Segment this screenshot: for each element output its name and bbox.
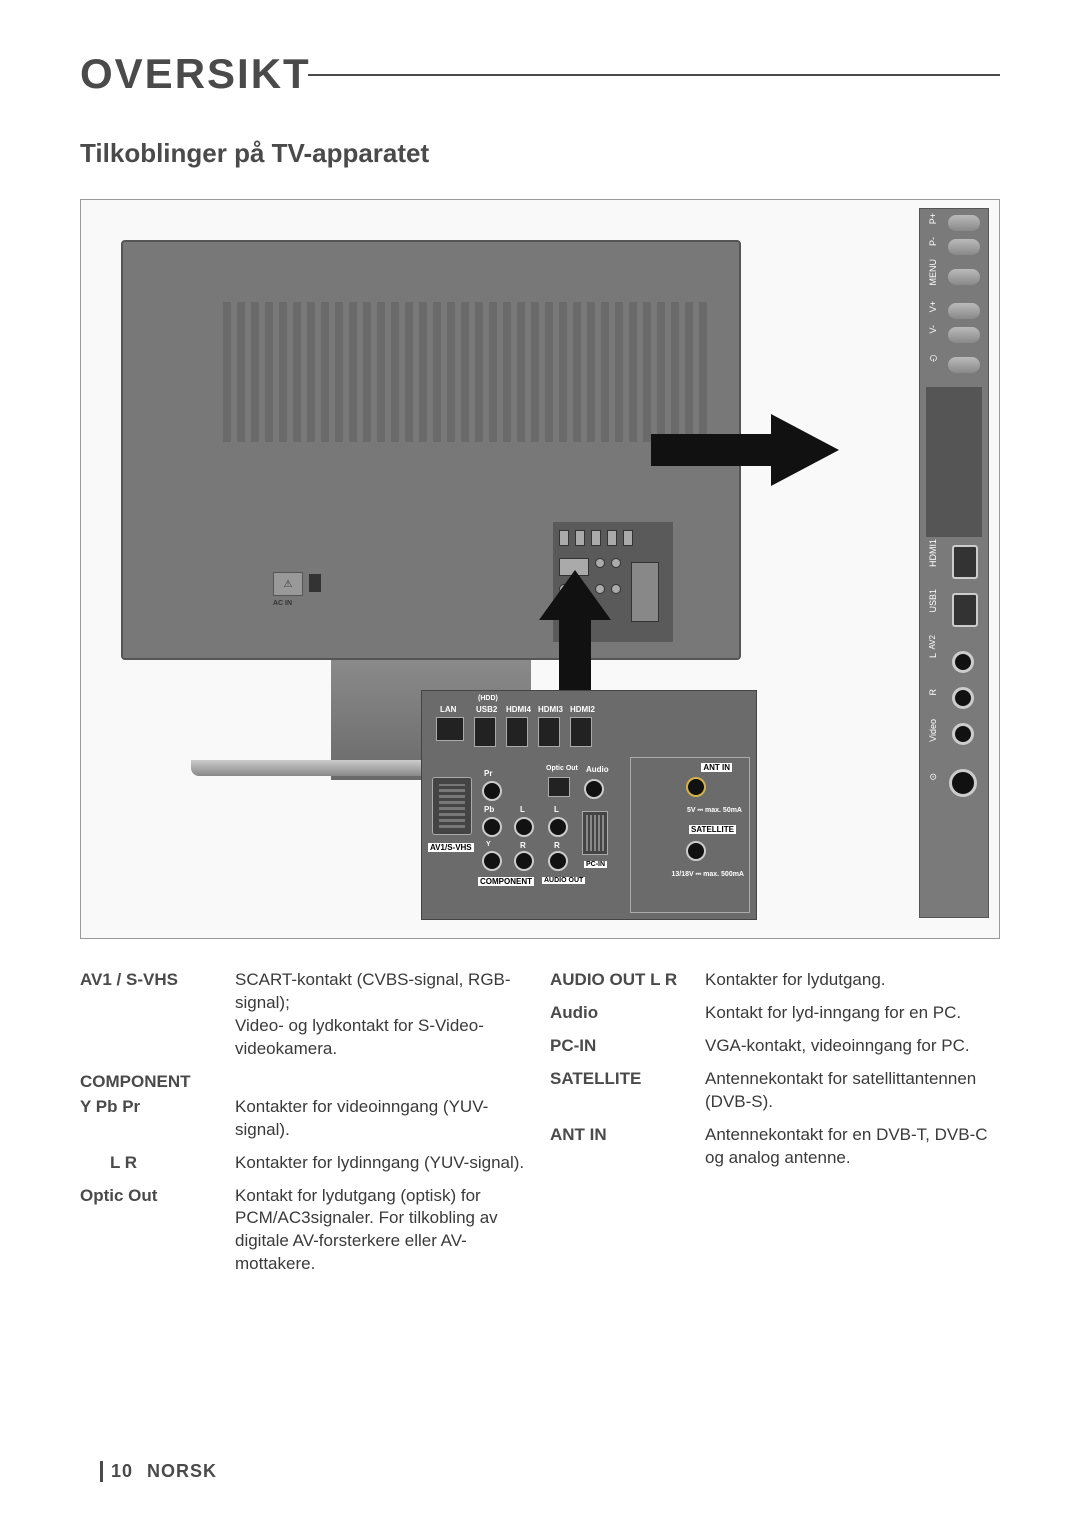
page-title-text: OVERSIKT xyxy=(80,50,311,97)
def-desc: Kontakt for lyd-inngang for en PC. xyxy=(705,1002,1000,1025)
def-desc: Antennekontakt for en DVB-T, DVB-C og an… xyxy=(705,1124,1000,1170)
def-desc: SCART-kontakt (CVBS-signal, RGB-signal);… xyxy=(235,969,530,1061)
def-term: Audio xyxy=(550,1002,705,1025)
def-term: Y Pb Pr xyxy=(80,1096,235,1142)
page-title: OVERSIKT xyxy=(80,50,1000,98)
def-term: AUDIO OUT L R xyxy=(550,969,705,992)
title-rule xyxy=(308,74,1000,76)
tv-diagram-frame: ⚠ AC IN P+ P- MENU V+ V- ⏻ HDMI1 USB1 AV… xyxy=(80,199,1000,939)
def-term: L R xyxy=(80,1152,235,1175)
def-desc: VGA-kontakt, videoinngang for PC. xyxy=(705,1035,1000,1058)
def-term: SATELLITE xyxy=(550,1068,705,1114)
bottom-panel-enlarged: LAN (HDD) USB2 HDMI4 HDMI3 HDMI2 AV1/S-V… xyxy=(421,690,757,920)
section-title: Tilkoblinger på TV-apparatet xyxy=(80,138,1000,169)
def-term: PC-IN xyxy=(550,1035,705,1058)
def-desc: Antennekontakt for satellittantennen (DV… xyxy=(705,1068,1000,1114)
def-desc: Kontakt for lydutgang (optisk) for PCM/A… xyxy=(235,1185,530,1277)
defs-left-column: AV1 / S-VHS SCART-kontakt (CVBS-signal, … xyxy=(80,969,530,1286)
arrow-to-bottom-panel xyxy=(535,570,615,700)
side-panel-enlarged: P+ P- MENU V+ V- ⏻ HDMI1 USB1 AV2 L R Vi… xyxy=(919,208,989,918)
def-term: ANT IN xyxy=(550,1124,705,1170)
arrow-to-side-panel xyxy=(651,410,841,490)
tv-back-panel: ⚠ AC IN xyxy=(121,240,741,660)
ac-in-label: AC IN xyxy=(273,600,292,607)
def-term: COMPONENT xyxy=(80,1071,530,1094)
page-footer: 10 NORSK xyxy=(100,1461,217,1482)
tv-vents xyxy=(223,302,709,442)
def-term: AV1 / S-VHS xyxy=(80,969,235,1061)
def-term: Optic Out xyxy=(80,1185,235,1277)
def-desc: Kontakter for videoinngang (YUV-signal). xyxy=(235,1096,530,1142)
page-number: 10 xyxy=(111,1461,133,1481)
def-desc: Kontakter for lydinngang (YUV-signal). xyxy=(235,1152,530,1175)
connector-definitions: AV1 / S-VHS SCART-kontakt (CVBS-signal, … xyxy=(80,969,1000,1286)
defs-right-column: AUDIO OUT L R Kontakter for lydutgang. A… xyxy=(550,969,1000,1286)
page-language: NORSK xyxy=(147,1461,217,1481)
def-row: AV1 / S-VHS SCART-kontakt (CVBS-signal, … xyxy=(80,969,530,1061)
def-desc: Kontakter for lydutgang. xyxy=(705,969,1000,992)
